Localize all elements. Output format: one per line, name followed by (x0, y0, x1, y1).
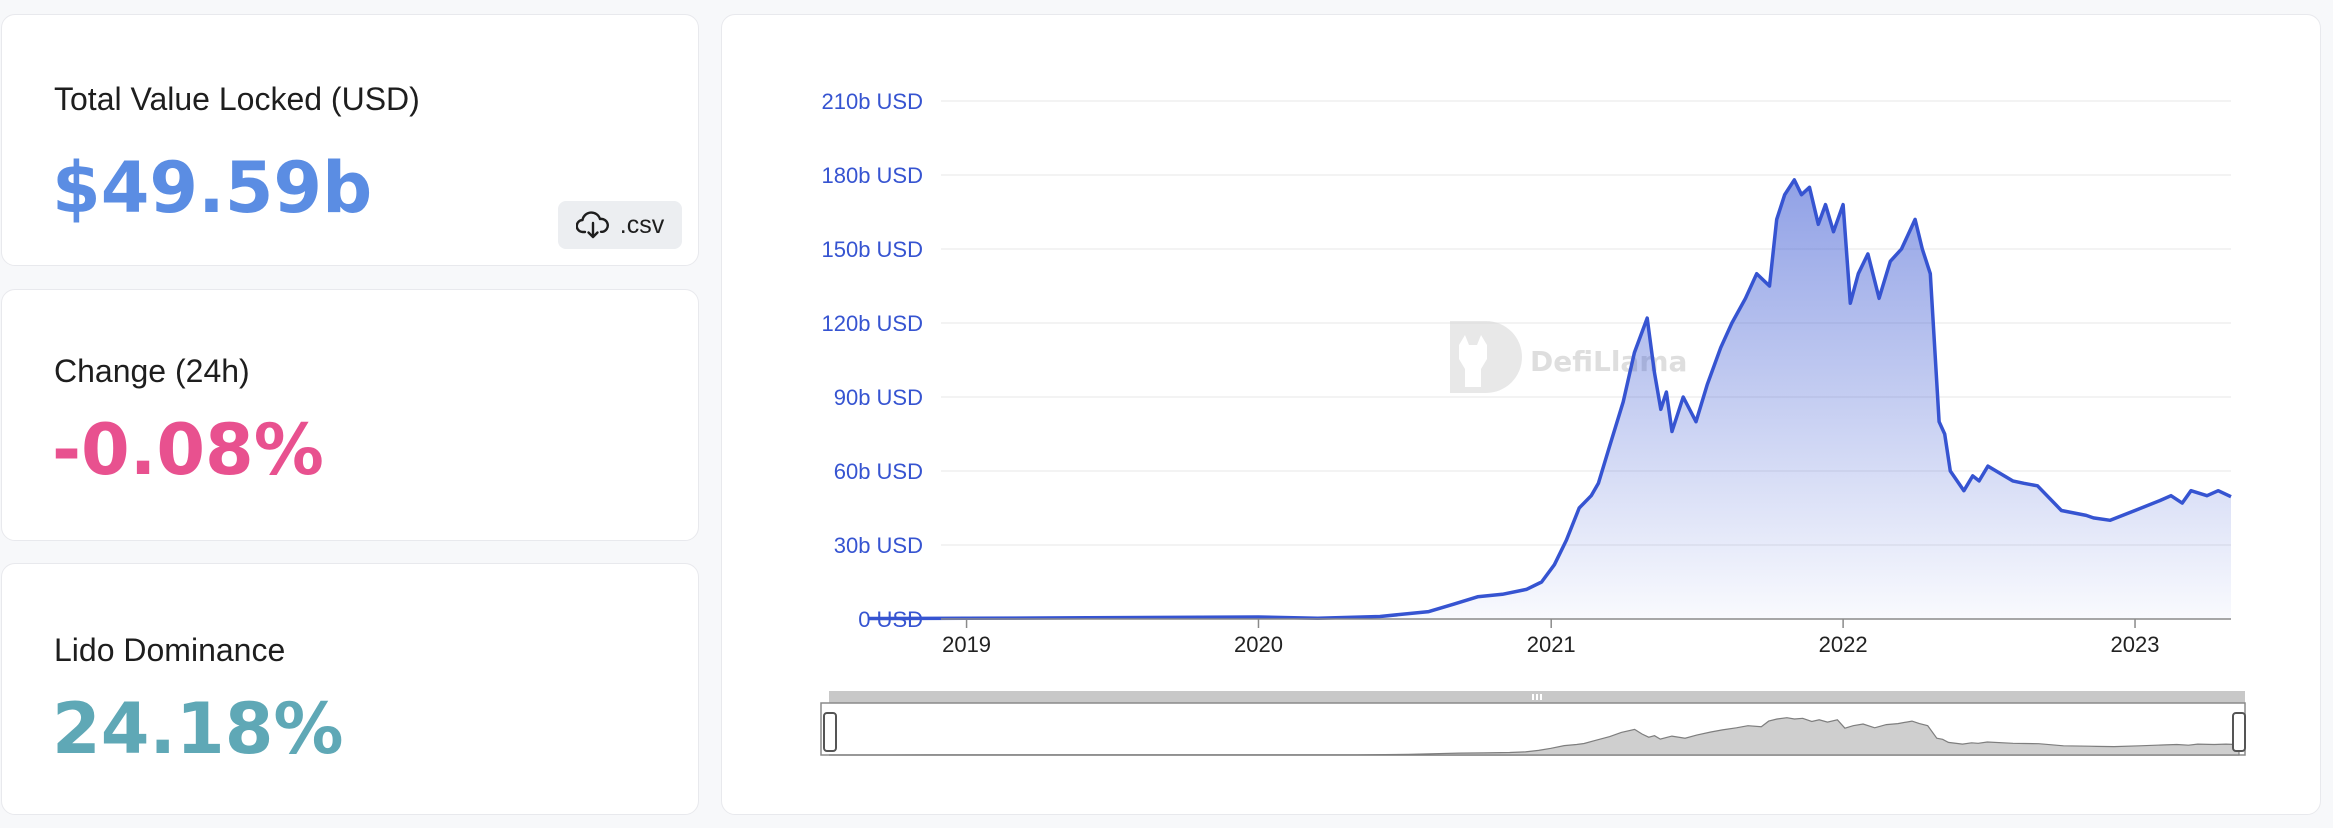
tvl-label: Total Value Locked (USD) (54, 81, 420, 117)
llama-logo-icon (1450, 321, 1522, 393)
tvl-value: $49.59b (52, 147, 373, 229)
change-card: Change (24h) -0.08% (1, 289, 699, 541)
csv-download-button[interactable]: .csv (558, 201, 682, 249)
y-tick-label: 210b USD (821, 89, 923, 114)
cloud-download-icon (575, 210, 610, 240)
x-tick-label: 2023 (2111, 632, 2160, 657)
navigator-handle-right[interactable] (2232, 712, 2246, 752)
change-value: -0.08% (52, 409, 324, 491)
navigator-area (828, 717, 2240, 756)
tvl-line (868, 178, 2232, 621)
x-tick-label: 2022 (1819, 632, 1868, 657)
tvl-card: Total Value Locked (USD) $49.59b .csv (1, 14, 699, 266)
defillama-watermark: DefiLlama (1450, 321, 1687, 393)
x-tick-label: 2021 (1527, 632, 1576, 657)
tvl-area (869, 179, 2231, 619)
dominance-value: 24.18% (52, 688, 344, 770)
tvl-chart-card: 0 USD 30b USD 60b USD 90b USD 120b USD 150b U… (721, 14, 2321, 815)
y-tick-label: 90b USD (834, 385, 923, 410)
y-tick-label: 150b USD (821, 237, 923, 262)
navigator-frame (820, 702, 2246, 756)
y-tick-label: 180b USD (821, 163, 923, 188)
y-tick-label: 120b USD (821, 311, 923, 336)
zoom-navigator[interactable] (820, 691, 2246, 756)
y-tick-label: 60b USD (834, 459, 923, 484)
change-label: Change (24h) (54, 353, 250, 389)
scrollbar-grip-icon (1532, 694, 1542, 700)
x-tick-label: 2020 (1234, 632, 1283, 657)
navigator-handle-left[interactable] (823, 712, 837, 752)
dominance-card: Lido Dominance 24.18% (1, 563, 699, 815)
x-tick-label: 2019 (942, 632, 991, 657)
watermark-text: DefiLlama (1530, 345, 1687, 378)
y-tick-label: 30b USD (834, 533, 923, 558)
dominance-label: Lido Dominance (54, 632, 286, 668)
csv-button-label: .csv (619, 210, 665, 239)
